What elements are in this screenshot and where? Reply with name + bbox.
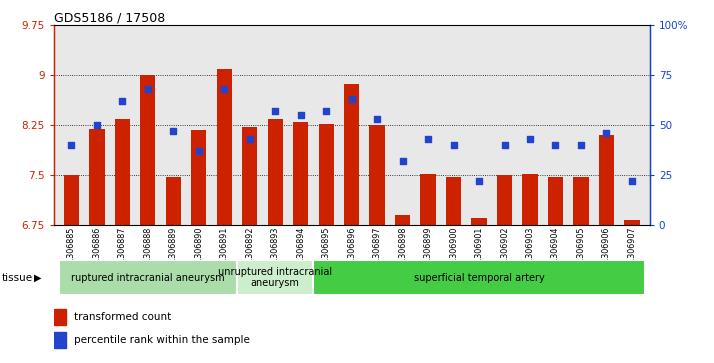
Bar [54,309,66,325]
Point [142,86,154,92]
Point [423,136,434,142]
Bar [54,332,66,348]
Point [473,178,485,184]
Point [193,148,204,154]
Bar [344,84,359,225]
Bar [497,175,512,225]
Point [600,130,612,136]
Point [499,142,511,148]
Bar [421,174,436,225]
Text: percentile rank within the sample: percentile rank within the sample [74,335,249,345]
Text: unruptured intracranial
aneurysm: unruptured intracranial aneurysm [218,267,332,289]
Bar [89,129,104,225]
Point [550,142,561,148]
Bar [268,119,283,225]
Point [295,113,306,118]
Point [218,86,230,92]
Bar [242,127,257,225]
Bar [293,122,308,225]
Bar [216,69,232,225]
Bar [599,135,614,225]
Point [346,96,358,102]
Bar [523,174,538,225]
Bar [573,177,588,225]
Point [244,136,256,142]
Bar [624,220,640,225]
Bar [548,177,563,225]
Bar [471,219,487,225]
Point [626,178,638,184]
Text: ▶: ▶ [34,273,41,283]
Bar [166,177,181,225]
Point [371,116,383,122]
Bar [446,177,461,225]
Point [575,142,587,148]
Text: transformed count: transformed count [74,312,171,322]
FancyBboxPatch shape [313,260,645,295]
Point [168,128,179,134]
Bar [64,175,79,225]
Point [524,136,536,142]
Text: superficial temporal artery: superficial temporal artery [413,273,544,283]
FancyBboxPatch shape [237,260,313,295]
Text: GDS5186 / 17508: GDS5186 / 17508 [54,11,165,24]
Point [116,98,128,104]
Point [269,108,281,114]
Bar [115,119,130,225]
Text: tissue: tissue [2,273,34,283]
Bar [395,215,411,225]
FancyBboxPatch shape [59,260,237,295]
Text: ruptured intracranial aneurysm: ruptured intracranial aneurysm [71,273,225,283]
Point [448,142,459,148]
Bar [318,124,334,225]
Point [66,142,77,148]
Bar [369,125,385,225]
Bar [191,130,206,225]
Point [91,122,103,128]
Bar [140,75,156,225]
Point [397,158,408,164]
Point [321,108,332,114]
